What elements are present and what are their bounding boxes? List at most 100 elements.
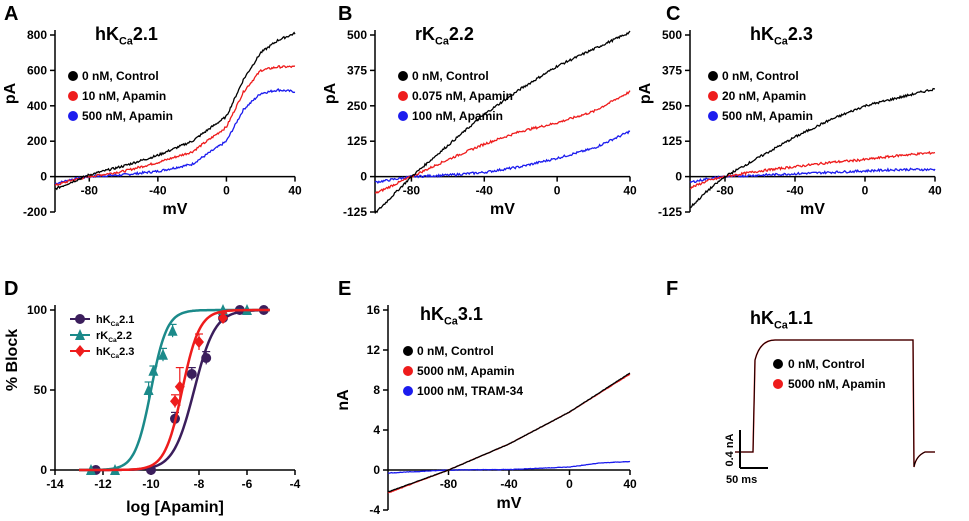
panel-F: F 0.4 nA 50 ms hKCa1.1 0 nM, Control 5000 nM,… — [666, 278, 935, 486]
y-tick-label: 0 — [360, 170, 367, 184]
x-tick-label: -40 — [149, 184, 167, 198]
data-point — [201, 353, 212, 363]
y-tick-label: -4 — [369, 503, 380, 517]
trace-0-nm-control — [387, 372, 631, 493]
x-axis-label: mV — [497, 495, 522, 512]
y-tick-label: 500 — [347, 28, 367, 42]
legend-marker — [75, 329, 85, 340]
y-tick-label: 250 — [347, 99, 367, 113]
x-tick-label: -10 — [142, 477, 160, 491]
y-tick-label: 375 — [347, 63, 367, 77]
fit-curve — [79, 308, 270, 472]
y-axis-label: pA — [2, 82, 19, 104]
trace-500-nm-apamin — [54, 88, 296, 185]
y-tick-label: 125 — [347, 134, 367, 148]
legend-marker — [68, 91, 78, 101]
x-tick-label: 40 — [288, 184, 302, 198]
panel-label-E: E — [338, 278, 351, 300]
x-tick-label: 0 — [566, 477, 573, 491]
legend-marker — [68, 111, 78, 121]
y-tick-label: 375 — [662, 63, 682, 77]
panel-title-suffix: 2.2 — [449, 24, 474, 44]
y-tick-label: 16 — [367, 303, 381, 317]
trace-0-075-nm-apamin — [374, 90, 631, 194]
legend-marker — [773, 359, 783, 369]
x-tick-label: 0 — [862, 184, 869, 198]
legend-marker — [403, 386, 413, 396]
x-tick-label: -80 — [440, 477, 458, 491]
legend-label: 10 nM, Apamin — [82, 89, 166, 103]
panel-title-sub: Ca — [444, 316, 459, 328]
panel-label-C: C — [666, 3, 680, 25]
y-tick-label: 600 — [27, 63, 47, 77]
x-tick-label: -14 — [46, 477, 64, 491]
legend-label: 20 nM, Apamin — [722, 89, 806, 103]
scale-bar-x-label: 50 ms — [726, 474, 757, 486]
panel-title-main: rK — [415, 24, 435, 44]
trace-1000-nm-tram-34 — [387, 460, 631, 474]
legend-marker — [75, 345, 85, 357]
data-point — [218, 312, 228, 324]
legend-label: 0 nM, Control — [417, 344, 494, 358]
y-tick-label: -200 — [23, 205, 47, 219]
legend-label: 500 nM, Apamin — [82, 109, 173, 123]
legend-marker — [398, 71, 408, 81]
y-tick-label: 100 — [27, 303, 47, 317]
legend-marker — [398, 91, 408, 101]
panel-title-main: hK — [750, 24, 774, 44]
legend-label: hKCa2.3 — [96, 346, 134, 360]
x-axis-label: mV — [800, 201, 825, 218]
panel-title-main: hK — [420, 304, 444, 324]
trace-10-nm-apamin — [54, 65, 296, 186]
x-tick-label: -80 — [81, 184, 99, 198]
panel-title-suffix: 1.1 — [788, 308, 813, 328]
data-point — [170, 395, 180, 408]
panel-title-suffix: 2.3 — [788, 24, 813, 44]
y-tick-label: 400 — [27, 99, 47, 113]
panel-title-sub: Ca — [435, 36, 450, 48]
y-tick-label: 125 — [662, 134, 682, 148]
x-tick-label: -6 — [242, 477, 253, 491]
panel-title: hKCa2.3 — [750, 24, 813, 48]
legend-label-suffix: 2.1 — [119, 314, 134, 326]
data-point — [143, 384, 154, 395]
data-point — [158, 348, 168, 360]
legend-marker — [75, 314, 85, 324]
panel-label-F: F — [666, 278, 678, 300]
y-tick-label: 0 — [40, 463, 47, 477]
data-point — [148, 364, 159, 376]
y-tick-label: 0 — [675, 170, 682, 184]
legend-marker — [398, 111, 408, 121]
legend-label-sub: Ca — [108, 337, 117, 344]
trace-0-nm-control — [374, 30, 631, 214]
legend-label: 0 nM, Control — [412, 69, 489, 83]
panel-title-suffix: 2.1 — [133, 24, 158, 44]
panel-label-D: D — [4, 278, 18, 300]
legend-label: 5000 nM, Apamin — [417, 364, 515, 378]
x-axis-label: mV — [490, 201, 515, 218]
legend-label-main: rK — [96, 330, 108, 342]
y-axis-label: % Block — [4, 329, 21, 391]
panel-title: hKCa1.1 — [750, 308, 813, 332]
panel-title-suffix: 3.1 — [458, 304, 483, 324]
x-axis-label: mV — [163, 201, 188, 218]
legend-label-main: hK — [96, 314, 111, 326]
y-tick-label: 12 — [367, 343, 381, 357]
legend-label: 5000 nM, Apamin — [788, 377, 886, 391]
panel-title-main: hK — [750, 308, 774, 328]
y-tick-label: -125 — [658, 205, 682, 219]
panel-title-main: hK — [95, 24, 119, 44]
trace-0-nm-control — [54, 31, 296, 191]
panel-title: hKCa2.1 — [95, 24, 158, 48]
legend-label: 0.075 nM, Apamin — [412, 89, 513, 103]
y-tick-label: 4 — [373, 423, 380, 437]
legend-label-sub: Ca — [111, 321, 120, 328]
x-tick-label: 40 — [623, 477, 637, 491]
y-axis-label: nA — [335, 389, 352, 411]
x-tick-label: -80 — [716, 184, 734, 198]
y-tick-label: 0 — [373, 463, 380, 477]
panel-title-sub: Ca — [119, 36, 134, 48]
legend-marker — [708, 91, 718, 101]
y-axis-label: pA — [637, 82, 654, 104]
